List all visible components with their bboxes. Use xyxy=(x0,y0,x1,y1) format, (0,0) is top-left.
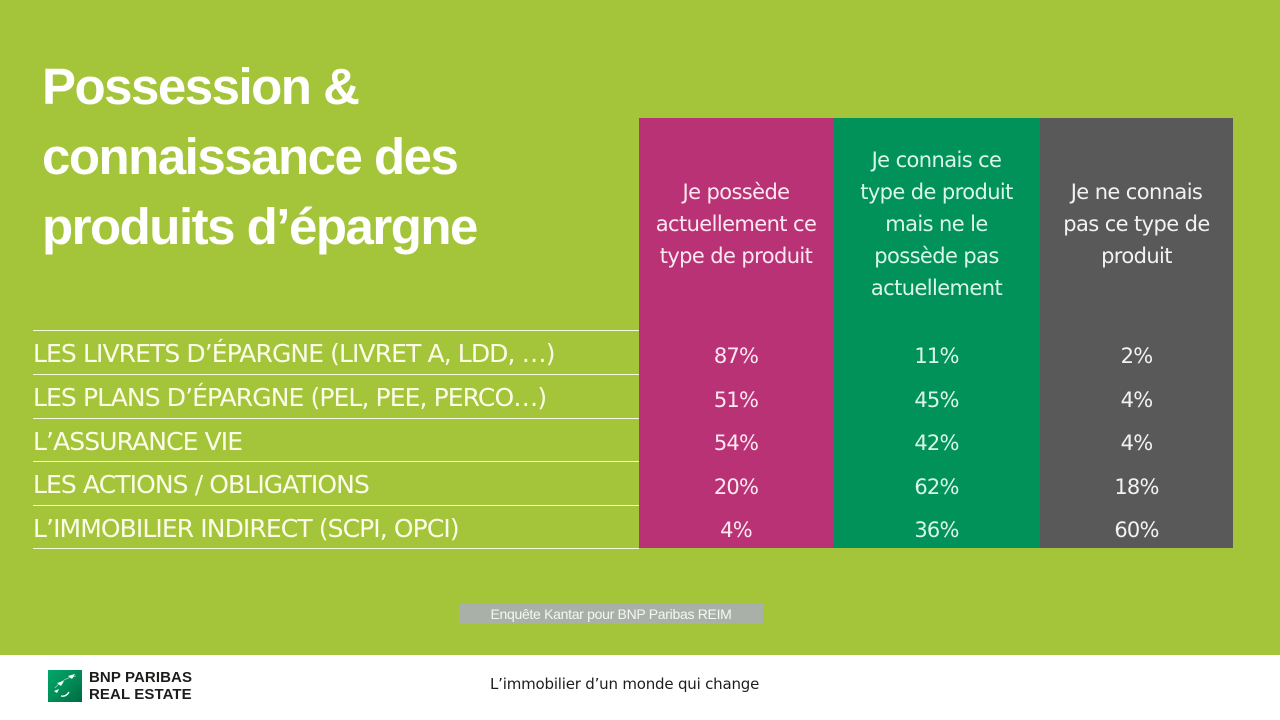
table-cell: 20% xyxy=(713,475,759,499)
brand-line: BNP PARIBAS xyxy=(89,669,193,686)
table-cell: 62% xyxy=(914,475,959,499)
table-cell: 51% xyxy=(713,388,759,412)
table-cell: 45% xyxy=(914,388,959,412)
tagline: L’immobilier d’un monde qui change xyxy=(490,675,760,693)
title-line: connaissance des xyxy=(42,128,459,185)
table-cell: 4% xyxy=(1120,431,1154,455)
header-line: produit xyxy=(1101,244,1172,268)
header-line: Je ne connais xyxy=(1070,180,1203,204)
table-cell: 2% xyxy=(1120,344,1154,368)
column-know: Je connais ce type de produit mais ne le… xyxy=(833,118,1040,548)
table-cell: 4% xyxy=(1120,388,1154,412)
bnp-stars-logo-icon xyxy=(48,670,82,702)
row-label: L’IMMOBILIER INDIRECT (SCPI, OPCI) xyxy=(33,505,639,549)
slide-title: Possession & connaissance des produits d… xyxy=(42,52,478,262)
header-line: type de produit xyxy=(659,244,813,268)
table-cell: 4% xyxy=(720,518,753,542)
header-line: possède pas xyxy=(874,244,999,268)
header-line: Je possède xyxy=(682,180,790,204)
column-unknown: Je ne connais pas ce type de produit 2% … xyxy=(1040,118,1233,548)
header-line: actuellement ce xyxy=(655,212,817,236)
title-line: produits d’épargne xyxy=(42,198,478,255)
title-line: Possession & xyxy=(42,58,360,115)
header-line: mais ne le xyxy=(885,212,988,236)
table-cell: 11% xyxy=(914,344,959,368)
column-header: Je possède actuellement ce type de produ… xyxy=(639,118,833,330)
column-header: Je ne connais pas ce type de produit xyxy=(1040,118,1233,330)
column-header: Je connais ce type de produit mais ne le… xyxy=(833,118,1040,330)
header-line: type de produit xyxy=(860,180,1013,204)
row-label: L’ASSURANCE VIE xyxy=(33,418,639,462)
header-line: Je connais ce xyxy=(871,148,1002,172)
row-label: LES LIVRETS D’ÉPARGNE (LIVRET A, LDD, …) xyxy=(33,330,639,374)
row-label: LES PLANS D’ÉPARGNE (PEL, PEE, PERCO…) xyxy=(33,374,639,418)
table-cell: 42% xyxy=(914,431,959,455)
table-divider xyxy=(33,548,639,549)
table-cell: 60% xyxy=(1114,518,1159,542)
table-cell: 87% xyxy=(713,344,759,368)
brand-line: REAL ESTATE xyxy=(89,686,192,703)
column-own: Je possède actuellement ce type de produ… xyxy=(639,118,833,548)
brand-name: BNP PARIBAS REAL ESTATE xyxy=(89,669,192,703)
header-line: actuellement xyxy=(870,276,1003,300)
table-cell: 18% xyxy=(1114,475,1159,499)
slide-background: Possession & connaissance des produits d… xyxy=(0,0,1280,655)
row-label: LES ACTIONS / OBLIGATIONS xyxy=(33,461,639,505)
table-cell: 36% xyxy=(914,518,959,542)
source-note: Enquête Kantar pour BNP Paribas REIM xyxy=(459,604,763,624)
header-line: pas ce type de xyxy=(1063,212,1210,236)
table-cell: 54% xyxy=(713,431,759,455)
footer: BNP PARIBAS REAL ESTATE L’immobilier d’u… xyxy=(0,655,1280,720)
